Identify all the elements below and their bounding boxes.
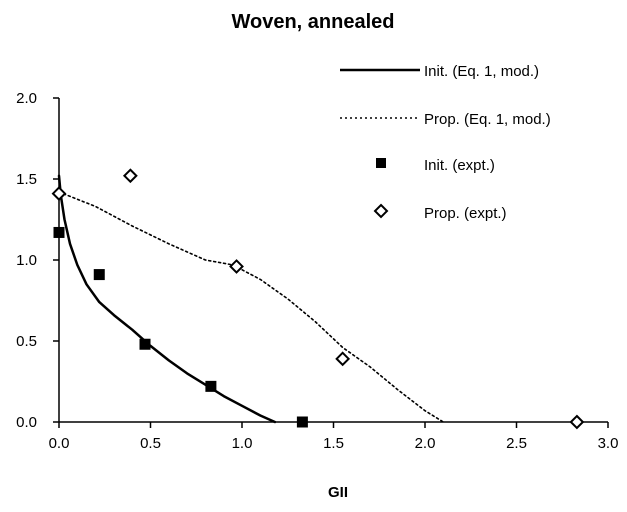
y-tick-label: 1.0 [16, 252, 37, 269]
legend-swatch-init-expt [376, 158, 386, 168]
legend-label-prop-expt: Prop. (expt.) [424, 205, 507, 222]
series-line-init-model [57, 174, 277, 424]
x-tick-label: 2.0 [415, 435, 436, 452]
legend-label-init-model: Init. (Eq. 1, mod.) [424, 63, 539, 80]
data-point-init-expt [53, 226, 65, 238]
data-point-prop-expt [51, 186, 67, 201]
x-tick-label: 3.0 [598, 435, 619, 452]
x-tick-label: 0.5 [140, 435, 161, 452]
data-point-prop-expt [335, 351, 351, 367]
x-tick-label: 0.0 [49, 435, 70, 452]
x-tick-label: 1.5 [323, 435, 344, 452]
legend-swatch-prop-expt [373, 203, 389, 219]
x-tick-label: 2.5 [506, 435, 527, 452]
x-axis-label: GII [328, 484, 348, 501]
data-point-init-expt [296, 416, 308, 428]
data-point-prop-expt [122, 168, 138, 184]
y-tick-label: 1.5 [16, 171, 37, 188]
data-point-init-expt [139, 338, 151, 350]
x-tick-label: 1.0 [232, 435, 253, 452]
y-tick-label: 0.5 [16, 333, 37, 350]
plot-area: 0.0 0.5 1.0 1.5 2.0 2.5 3.0 0.0 0.5 1.0 1.5 2.0 [16, 90, 618, 452]
data-point-prop-expt [229, 259, 244, 274]
series-line-prop-model [58, 191, 445, 423]
chart-title: Woven, annealed [231, 11, 394, 33]
data-point-init-expt [93, 269, 105, 281]
legend: Init. (Eq. 1, mod.) Prop. (Eq. 1, mod.) … [340, 63, 551, 222]
data-point-prop-expt [569, 414, 585, 430]
y-tick-label: 0.0 [16, 414, 37, 431]
legend-label-init-expt: Init. (expt.) [424, 157, 495, 174]
legend-label-prop-model: Prop. (Eq. 1, mod.) [424, 111, 551, 128]
y-tick-label: 2.0 [16, 90, 37, 107]
data-point-init-expt [205, 380, 217, 392]
